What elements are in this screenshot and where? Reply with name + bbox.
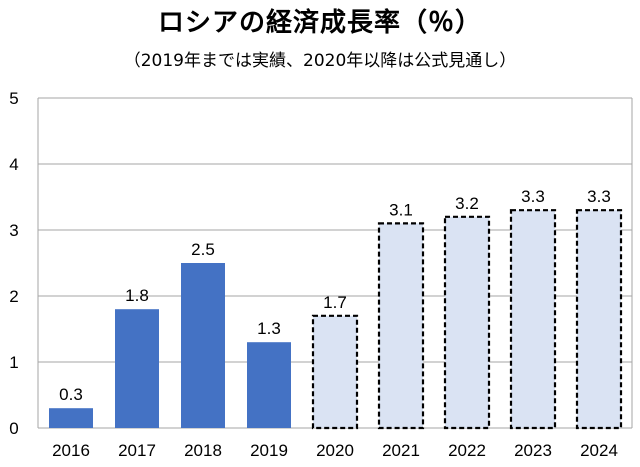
y-tick-label: 1 (9, 353, 18, 372)
data-label-2021: 3.1 (389, 200, 413, 219)
x-tick-label-2024: 2024 (580, 441, 618, 460)
data-label-2022: 3.2 (455, 194, 479, 213)
x-tick-label-2021: 2021 (382, 441, 420, 460)
bar-2020 (311, 314, 359, 430)
bar-2024 (575, 209, 623, 430)
data-label-2017: 1.8 (125, 286, 149, 305)
data-label-2023: 3.3 (521, 187, 545, 206)
data-labels: 0.3 1.8 2.5 1.3 1.7 3.1 3.2 3.3 3.3 (59, 187, 611, 404)
x-tick-label-2020: 2020 (316, 441, 354, 460)
bar-2018 (181, 263, 225, 428)
chart-subtitle: （2019年までは実績、2020年以降は公式見通し） (123, 51, 517, 71)
y-tick-label: 3 (9, 221, 18, 240)
y-axis: 0 1 2 3 4 5 (9, 89, 18, 438)
bar-2016 (49, 408, 93, 428)
x-tick-label-2023: 2023 (514, 441, 552, 460)
bar-2022 (443, 215, 491, 430)
x-tick-label-2017: 2017 (118, 441, 156, 460)
y-tick-label: 2 (9, 287, 18, 306)
data-label-2018: 2.5 (191, 240, 215, 259)
x-tick-label-2019: 2019 (250, 441, 288, 460)
x-tick-label-2018: 2018 (184, 441, 222, 460)
chart-title: ロシアの経済成長率（％） (157, 8, 482, 38)
y-tick-label: 5 (9, 89, 18, 108)
y-tick-label: 0 (9, 419, 18, 438)
data-label-2024: 3.3 (587, 187, 611, 206)
x-axis: 2016 2017 2018 2019 2020 2021 2022 2023 2024 (52, 441, 618, 460)
bars (49, 209, 623, 430)
x-tick-label-2016: 2016 (52, 441, 90, 460)
x-tick-label-2022: 2022 (448, 441, 486, 460)
data-label-2020: 1.7 (323, 293, 347, 312)
bar-2023 (509, 209, 557, 430)
bar-2021 (377, 222, 425, 430)
y-tick-label: 4 (9, 155, 18, 174)
data-label-2019: 1.3 (257, 319, 281, 338)
bar-2019 (247, 342, 291, 428)
bar-2017 (115, 309, 159, 428)
data-label-2016: 0.3 (59, 385, 83, 404)
